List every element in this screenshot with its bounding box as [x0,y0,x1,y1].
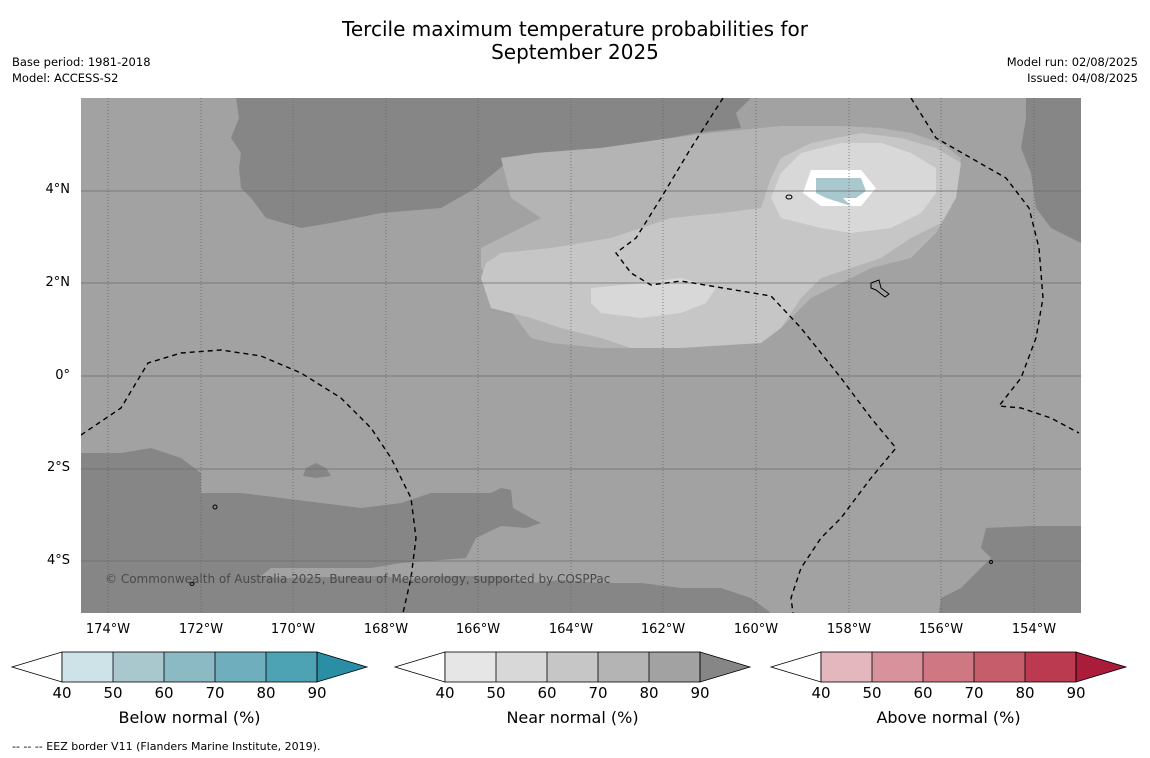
lon-label-160w: 160°W [733,622,779,637]
lon-label-168w: 168°W [363,622,409,637]
lon-label-162w: 162°W [640,622,686,637]
region-near-90-small [303,463,331,478]
lon-label-164w: 164°W [548,622,594,637]
cbar-below-tick: 90 [307,684,327,702]
map-title: Tercile maximum temperature probabilitie… [0,18,1150,64]
lon-label-174w: 174°W [85,622,131,637]
region-near-90-southeast [939,526,1081,613]
lon-label-156w: 156°W [918,622,964,637]
cbar-below-4 [266,652,317,682]
region-below-50-60 [816,178,866,206]
lat-label-4s: 4°S [46,553,70,568]
cbar-below-tick: 80 [256,684,276,702]
colorbar-below [10,651,369,683]
cbar-above-tick: 70 [964,684,984,702]
lon-label-154w: 154°W [1011,622,1057,637]
region-near-50-60-south [591,278,716,318]
issued-date: Issued: 04/08/2025 [1027,71,1138,85]
eez-borders [81,98,1080,613]
cbar-above-label: Above normal (%) [876,708,1021,727]
lon-label-166w: 166°W [455,622,501,637]
cbar-below-3 [215,652,266,682]
cbar-above-tick: 40 [811,684,831,702]
lon-label-158w: 158°W [826,622,872,637]
lon-label-172w: 172°W [178,622,224,637]
region-near-90-northeast [1021,98,1081,243]
islands [189,194,993,586]
cbar-above-tick: 50 [862,684,882,702]
cbar-below-tick: 60 [154,684,174,702]
base-period: Base period: 1981-2018 [12,55,151,69]
cbar-near-tick: 70 [588,684,608,702]
lat-label-2n: 2°N [45,275,71,290]
graticule-lat [81,190,1081,562]
cbar-below-tick: 70 [205,684,225,702]
title-line-1: Tercile maximum temperature probabilitie… [342,17,808,41]
lon-label-170w: 170°W [270,622,316,637]
lat-label-0: 0° [55,368,70,383]
cbar-above-tick: 80 [1015,684,1035,702]
colorbars [10,651,1128,683]
cbar-below-tick: 40 [52,684,72,702]
cbar-near-tick: 40 [435,684,455,702]
cbar-near-label: Near normal (%) [506,708,639,727]
colorbar-above [769,651,1128,683]
meta-left: Base period: 1981-2018 Model: ACCESS-S2 [12,54,151,86]
probability-map [81,98,1081,613]
cbar-near-tick: 60 [537,684,557,702]
region-near-90-south [81,448,771,613]
model-run: Model run: 02/08/2025 [1006,55,1138,69]
title-line-2: September 2025 [491,40,659,64]
cbar-below-1 [113,652,164,682]
meta-right: Model run: 02/08/2025 Issued: 04/08/2025 [1007,54,1138,86]
lat-label-2s: 2°S [46,460,70,475]
eez-footnote: -- -- -- EEZ border V11 (Flanders Marine… [12,740,321,753]
copyright-notice: © Commonwealth of Australia 2025, Bureau… [105,572,611,586]
cbar-above-tick: 90 [1066,684,1086,702]
cbar-above-tick: 60 [913,684,933,702]
cbar-near-tick: 50 [486,684,506,702]
lat-label-4n: 4°N [45,182,71,197]
cbar-near-tick: 80 [639,684,659,702]
region-near-90-north [231,98,751,228]
cbar-below-2 [164,652,215,682]
cbar-near-tick: 90 [690,684,710,702]
cbar-below-label: Below normal (%) [118,708,261,727]
graticule [107,98,1035,613]
model-name: Model: ACCESS-S2 [12,71,119,85]
cbar-below-tick: 50 [103,684,123,702]
colorbar-near [393,651,752,683]
cbar-below-0 [62,652,113,682]
